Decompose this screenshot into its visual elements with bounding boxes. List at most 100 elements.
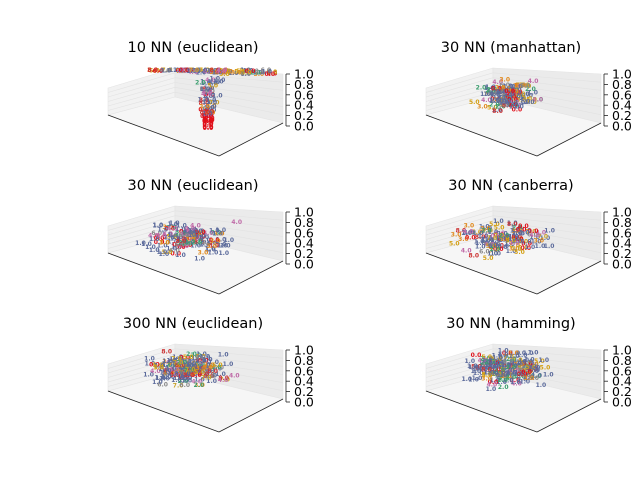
point-label: 7.0 (168, 362, 179, 369)
point-label: 4.0 (193, 235, 204, 242)
point-label: 0.0 (516, 227, 527, 234)
point-label: 1.0 (187, 371, 198, 378)
point-label: 1.0 (206, 378, 217, 385)
point-label: 0.0 (203, 125, 214, 132)
z-tick-label: 0.4 (294, 374, 314, 389)
point-label: 1.0 (535, 243, 546, 250)
point-label: 0.0 (217, 67, 228, 74)
grid-line (425, 358, 494, 378)
point-label: 1.0 (492, 107, 503, 114)
point-label: 7.0 (487, 235, 498, 242)
point-label: 1.0 (524, 374, 535, 381)
point-label: 2.0 (512, 225, 523, 232)
point-label: 6.0 (190, 362, 201, 369)
point-label: 6.0 (499, 82, 510, 89)
point-label: 1.0 (510, 93, 521, 100)
z-tick-label: 0.4 (612, 374, 632, 389)
point-label: 1.0 (497, 353, 508, 360)
point-label: 4.0 (478, 357, 489, 364)
point-label: 2.0 (511, 369, 522, 376)
y-axis-line (536, 260, 602, 295)
point-label: 0.0 (179, 67, 190, 74)
point-label: 4.0 (179, 231, 190, 238)
grid-line (174, 82, 284, 99)
point-label: 1.0 (181, 358, 192, 365)
point-label: 1.0 (531, 238, 542, 245)
point-label: 1.0 (528, 368, 539, 375)
point-label: 1.0 (201, 80, 212, 87)
point-label: 1.0 (461, 376, 472, 383)
point-label: 1.0 (503, 99, 514, 106)
point-label: 1.0 (527, 366, 538, 373)
point-label: 0.0 (203, 113, 214, 120)
point-label: 1.0 (180, 363, 191, 370)
point-label: 1.0 (502, 83, 513, 90)
point-label: 5.0 (199, 67, 210, 74)
point-label: 1.0 (485, 84, 496, 91)
point-label: 1.0 (513, 361, 524, 368)
point-label: 1.0 (519, 91, 530, 98)
point-label: 1.0 (184, 229, 195, 236)
point-label: 2.0 (515, 373, 526, 380)
point-label: 5.0 (471, 229, 482, 236)
point-label: 6.0 (240, 71, 251, 78)
point-label: 1.0 (194, 377, 205, 384)
point-label: 1.0 (484, 237, 495, 244)
point-label: 5.0 (190, 231, 201, 238)
point-label: 6.0 (198, 366, 209, 373)
point-label: 1.0 (190, 242, 201, 249)
z-tick-label: 1.0 (294, 67, 314, 82)
grid-line (425, 77, 494, 98)
point-label: 5.0 (236, 68, 247, 75)
point-label: 0.0 (198, 358, 209, 365)
point-label: 7.0 (511, 246, 522, 253)
point-label: 6.0 (519, 91, 530, 98)
point-label: 2.0 (178, 239, 189, 246)
point-label: 2.0 (178, 378, 189, 385)
point-label: 1.0 (164, 374, 175, 381)
point-label: 4.0 (481, 97, 492, 104)
point-label: 7.0 (503, 88, 514, 95)
point-label: 0.0 (170, 372, 181, 379)
point-label: 1.0 (512, 238, 523, 245)
point-label: 2.0 (490, 246, 501, 253)
point-label: 1.0 (175, 226, 186, 233)
grid-line (107, 215, 176, 236)
point-label: 2.0 (533, 97, 544, 104)
point-label: 3.0 (512, 228, 523, 235)
point-label: 1.0 (490, 98, 501, 105)
z-tick-label: 1.0 (294, 205, 314, 220)
point-label: 5.0 (163, 370, 174, 377)
point-label: 7.0 (482, 228, 493, 235)
point-label: 1.0 (530, 365, 541, 372)
point-label: 1.0 (166, 357, 177, 364)
point-label: 3.0 (201, 365, 212, 372)
point-label: 5.0 (516, 97, 527, 104)
point-label: 2.0 (499, 233, 510, 240)
point-label: 1.0 (472, 375, 483, 382)
point-label: 0.0 (204, 92, 215, 99)
point-label: 6.0 (160, 68, 171, 75)
point-label: 5.0 (240, 68, 251, 75)
point-label: 1.0 (202, 99, 213, 106)
point-label: 4.0 (523, 374, 534, 381)
point-label: 7.0 (209, 100, 220, 107)
point-label: 6.0 (485, 241, 496, 248)
point-label: 4.0 (169, 366, 180, 373)
point-label: 6.0 (494, 90, 505, 97)
point-label: 1.0 (206, 240, 217, 247)
point-label: 7.0 (503, 354, 514, 361)
point-label: 1.0 (182, 375, 193, 382)
point-label: 1.0 (490, 250, 501, 257)
point-label: 1.0 (174, 369, 185, 376)
point-label: 8.0 (147, 67, 158, 74)
x-axis-line (107, 114, 220, 157)
point-label: 1.0 (538, 357, 549, 364)
grid-line (492, 215, 602, 229)
point-label: 1.0 (202, 110, 213, 117)
point-label: 2.0 (486, 87, 497, 94)
z-tick-label: 0.2 (612, 108, 632, 123)
point-label: 3.0 (186, 367, 197, 374)
point-label: 1.0 (183, 227, 194, 234)
point-label: 4.0 (180, 241, 191, 248)
